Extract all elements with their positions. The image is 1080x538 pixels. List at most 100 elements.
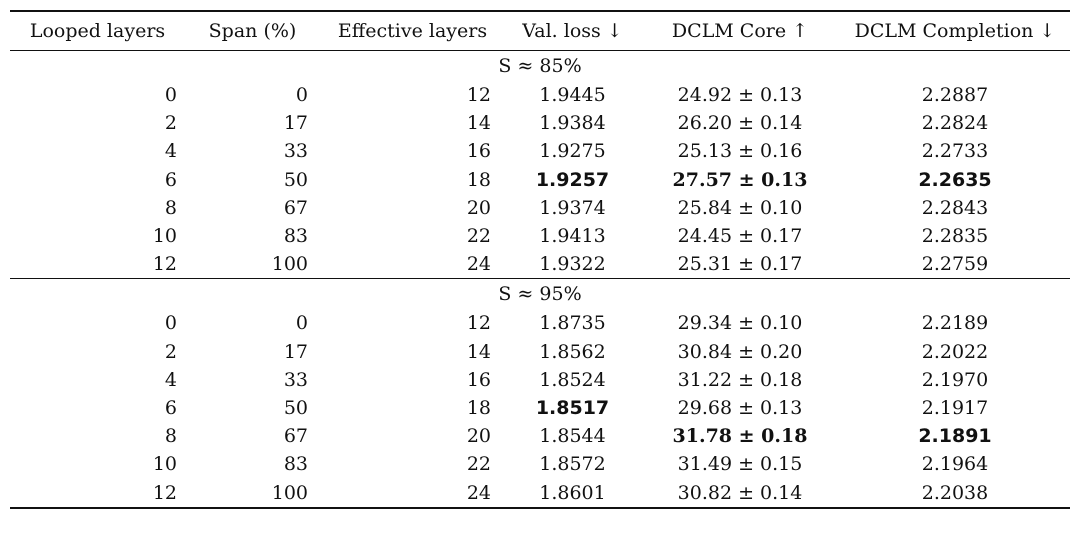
cell-val-loss: 1.8601 xyxy=(539,481,606,504)
cell-span: 100 xyxy=(271,481,308,504)
cell-val-loss: 1.9413 xyxy=(539,225,606,248)
cell-dclm-completion: 2.2824 xyxy=(921,112,989,135)
cell-dclm-completion: 2.2733 xyxy=(921,140,989,163)
cell-dclm-core: 26.20 ± 0.14 xyxy=(677,112,803,135)
cell-span: 83 xyxy=(283,225,308,248)
cell-dclm-core: 25.13 ± 0.16 xyxy=(677,140,803,163)
cell-val-loss: 1.9257 xyxy=(535,168,610,191)
section-row: S ≈ 95% xyxy=(10,278,1070,310)
cell-dclm-core: 31.22 ± 0.18 xyxy=(677,368,803,391)
table-row: 6 50 18 1.9257 27.57 ± 0.13 2.2635 xyxy=(10,166,1070,194)
table-row: 2 17 14 1.9384 26.20 ± 0.14 2.2824 xyxy=(10,109,1070,137)
header-val-loss: Val. loss ↓ xyxy=(522,20,623,42)
cell-effective-layers: 18 xyxy=(466,168,491,191)
section-row: S ≈ 85% xyxy=(10,51,1070,82)
cell-effective-layers: 14 xyxy=(466,112,491,135)
table-row: 6 50 18 1.8517 29.68 ± 0.13 2.1917 xyxy=(10,394,1070,422)
cell-span: 67 xyxy=(283,425,308,448)
cell-dclm-completion: 2.2022 xyxy=(921,340,989,363)
cell-looped-layers: 10 xyxy=(152,453,177,476)
cell-looped-layers: 4 xyxy=(164,140,177,163)
table-row: 4 33 16 1.9275 25.13 ± 0.16 2.2733 xyxy=(10,137,1070,165)
header-dclm-completion: DCLM Completion ↓ xyxy=(854,20,1056,42)
cell-effective-layers: 24 xyxy=(466,253,491,276)
cell-looped-layers: 8 xyxy=(164,196,177,219)
header-span: Span (%) xyxy=(208,20,297,42)
header-effective-layers: Effective layers xyxy=(337,20,488,42)
cell-looped-layers: 0 xyxy=(164,84,177,107)
cell-dclm-core: 29.34 ± 0.10 xyxy=(677,312,803,335)
cell-effective-layers: 24 xyxy=(466,481,491,504)
cell-effective-layers: 16 xyxy=(466,368,491,391)
cell-span: 17 xyxy=(283,340,308,363)
cell-dclm-completion: 2.1917 xyxy=(921,396,989,419)
table-row: 2 17 14 1.8562 30.84 ± 0.20 2.2022 xyxy=(10,338,1070,366)
cell-span: 100 xyxy=(271,253,308,276)
cell-dclm-completion: 2.2759 xyxy=(921,253,989,276)
cell-dclm-core: 24.45 ± 0.17 xyxy=(677,225,803,248)
cell-val-loss: 1.8562 xyxy=(539,340,606,363)
cell-span: 33 xyxy=(283,140,308,163)
cell-dclm-completion: 2.2038 xyxy=(921,481,989,504)
header-row: Looped layers Span (%) Effective layers … xyxy=(10,11,1070,51)
cell-dclm-core: 25.31 ± 0.17 xyxy=(677,253,803,276)
table-row: 10 83 22 1.9413 24.45 ± 0.17 2.2835 xyxy=(10,222,1070,250)
cell-span: 50 xyxy=(283,168,308,191)
cell-val-loss: 1.9322 xyxy=(539,253,606,276)
cell-val-loss: 1.9445 xyxy=(539,84,606,107)
cell-val-loss: 1.9384 xyxy=(539,112,606,135)
cell-dclm-core: 31.49 ± 0.15 xyxy=(677,453,803,476)
cell-looped-layers: 0 xyxy=(164,312,177,335)
table-row: 4 33 16 1.8524 31.22 ± 0.18 2.1970 xyxy=(10,366,1070,394)
cell-dclm-completion: 2.2843 xyxy=(921,196,989,219)
cell-looped-layers: 2 xyxy=(164,340,177,363)
table-row: 8 67 20 1.8544 31.78 ± 0.18 2.1891 xyxy=(10,422,1070,450)
cell-looped-layers: 8 xyxy=(164,425,177,448)
table-body: S ≈ 85% 0 0 12 1.9445 24.92 ± 0.13 2.2887 2 17 14… xyxy=(10,51,1070,508)
cell-val-loss: 1.8735 xyxy=(539,312,606,335)
cell-effective-layers: 22 xyxy=(466,453,491,476)
cell-dclm-core: 25.84 ± 0.10 xyxy=(677,196,803,219)
cell-span: 0 xyxy=(295,312,308,335)
cell-dclm-core: 27.57 ± 0.13 xyxy=(672,168,808,191)
cell-looped-layers: 2 xyxy=(164,112,177,135)
results-table: Looped layers Span (%) Effective layers … xyxy=(10,10,1070,509)
table-row: 0 0 12 1.9445 24.92 ± 0.13 2.2887 xyxy=(10,81,1070,109)
cell-dclm-core: 30.84 ± 0.20 xyxy=(677,340,803,363)
cell-dclm-completion: 2.1891 xyxy=(918,425,992,448)
cell-dclm-core: 30.82 ± 0.14 xyxy=(677,481,803,504)
cell-dclm-completion: 2.2635 xyxy=(918,168,992,191)
cell-val-loss: 1.8524 xyxy=(539,368,606,391)
cell-dclm-completion: 2.2835 xyxy=(921,225,989,248)
cell-looped-layers: 6 xyxy=(164,396,177,419)
cell-dclm-completion: 2.2189 xyxy=(921,312,989,335)
cell-span: 17 xyxy=(283,112,308,135)
cell-dclm-completion: 2.1970 xyxy=(921,368,989,391)
cell-looped-layers: 12 xyxy=(152,253,177,276)
cell-span: 33 xyxy=(283,368,308,391)
table-row: 12 100 24 1.9322 25.31 ± 0.17 2.2759 xyxy=(10,250,1070,279)
cell-looped-layers: 10 xyxy=(152,225,177,248)
cell-looped-layers: 6 xyxy=(164,168,177,191)
cell-val-loss: 1.9374 xyxy=(539,196,606,219)
cell-val-loss: 1.8544 xyxy=(539,425,606,448)
cell-val-loss: 1.8517 xyxy=(535,396,610,419)
table-row: 8 67 20 1.9374 25.84 ± 0.10 2.2843 xyxy=(10,194,1070,222)
cell-dclm-core: 29.68 ± 0.13 xyxy=(677,396,803,419)
cell-span: 67 xyxy=(283,196,308,219)
table-row: 12 100 24 1.8601 30.82 ± 0.14 2.2038 xyxy=(10,478,1070,508)
header-dclm-core: DCLM Core ↑ xyxy=(671,20,809,42)
header-looped-layers: Looped layers xyxy=(29,20,166,42)
cell-effective-layers: 22 xyxy=(466,225,491,248)
cell-dclm-completion: 2.2887 xyxy=(921,84,989,107)
cell-effective-layers: 12 xyxy=(466,84,491,107)
results-table-container: Looped layers Span (%) Effective layers … xyxy=(10,10,1070,509)
cell-effective-layers: 14 xyxy=(466,340,491,363)
section-label: S ≈ 95% xyxy=(10,278,1070,310)
cell-dclm-completion: 2.1964 xyxy=(921,453,989,476)
cell-span: 0 xyxy=(295,84,308,107)
section-label: S ≈ 85% xyxy=(498,55,582,77)
table-row: 10 83 22 1.8572 31.49 ± 0.15 2.1964 xyxy=(10,450,1070,478)
cell-dclm-core: 24.92 ± 0.13 xyxy=(677,84,803,107)
cell-dclm-core: 31.78 ± 0.18 xyxy=(672,425,808,448)
